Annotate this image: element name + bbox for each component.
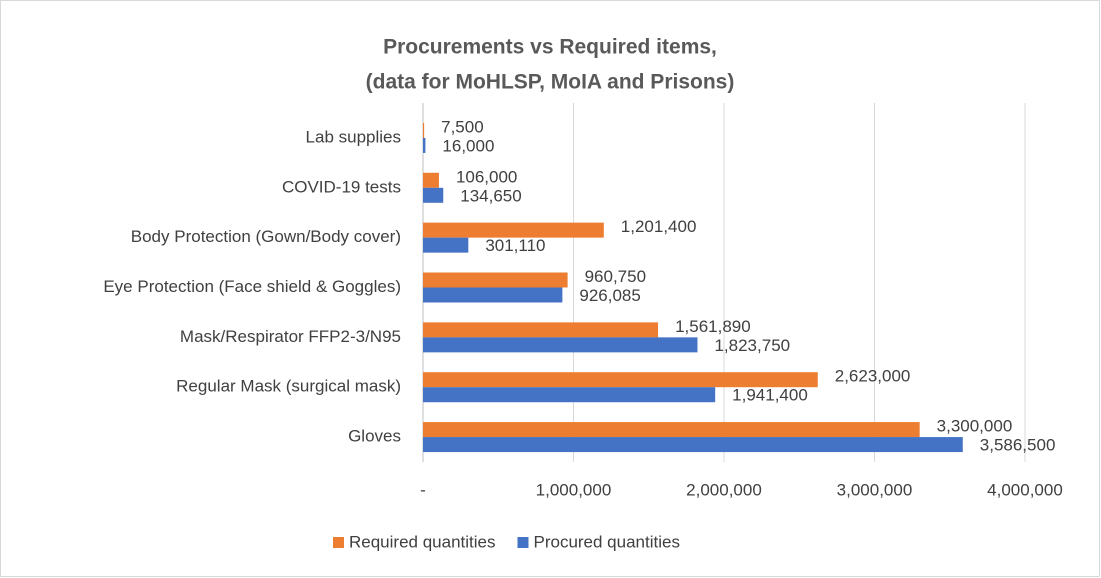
data-label: 134,650 <box>460 186 521 205</box>
x-tick-label: 4,000,000 <box>987 480 1063 499</box>
y-tick-label: Body Protection (Gown/Body cover) <box>131 227 401 246</box>
y-tick-label: COVID-19 tests <box>282 177 401 196</box>
y-tick-label: Regular Mask (surgical mask) <box>176 377 401 396</box>
bar <box>423 287 563 303</box>
bar <box>423 137 426 153</box>
x-tick-label: 3,000,000 <box>837 480 913 499</box>
x-tick-label: - <box>420 480 426 499</box>
data-label: 3,586,500 <box>980 436 1056 455</box>
legend-label: Procured quantities <box>533 532 679 551</box>
data-label: 1,561,890 <box>675 317 751 336</box>
y-tick-label: Lab supplies <box>306 127 401 146</box>
y-tick-label: Mask/Respirator FFP2-3/N95 <box>180 327 401 346</box>
bar <box>423 187 444 203</box>
bar <box>423 172 439 188</box>
x-tick-label: 1,000,000 <box>536 480 612 499</box>
bar <box>423 122 425 138</box>
data-label: 7,500 <box>441 117 484 136</box>
y-tick-label: Gloves <box>348 427 401 446</box>
legend-label: Required quantities <box>349 532 495 551</box>
x-tick-label: 2,000,000 <box>686 480 762 499</box>
bar <box>423 422 920 438</box>
data-label: 2,623,000 <box>835 367 911 386</box>
legend-swatch <box>517 537 529 548</box>
legend-swatch <box>333 537 344 548</box>
chart-title: Procurements vs Required items, <box>383 36 717 59</box>
data-label: 3,300,000 <box>937 417 1013 436</box>
data-label: 301,110 <box>485 236 545 255</box>
y-tick-label: Eye Protection (Face shield & Goggles) <box>103 277 401 296</box>
bar <box>423 237 469 253</box>
bar <box>423 222 604 238</box>
data-label: 926,085 <box>579 286 640 305</box>
data-label: 1,941,400 <box>732 386 808 405</box>
data-label: 16,000 <box>442 136 494 155</box>
bar <box>423 437 963 453</box>
bar <box>423 387 716 403</box>
bar <box>423 337 698 353</box>
chart-title: (data for MoHLSP, MoIA and Prisons) <box>366 71 735 94</box>
data-label: 1,201,400 <box>621 217 697 236</box>
data-label: 960,750 <box>585 267 646 286</box>
data-label: 106,000 <box>456 167 517 186</box>
data-label: 1,823,750 <box>714 336 790 355</box>
bar <box>423 372 818 388</box>
bar <box>423 322 659 338</box>
bar <box>423 272 568 288</box>
